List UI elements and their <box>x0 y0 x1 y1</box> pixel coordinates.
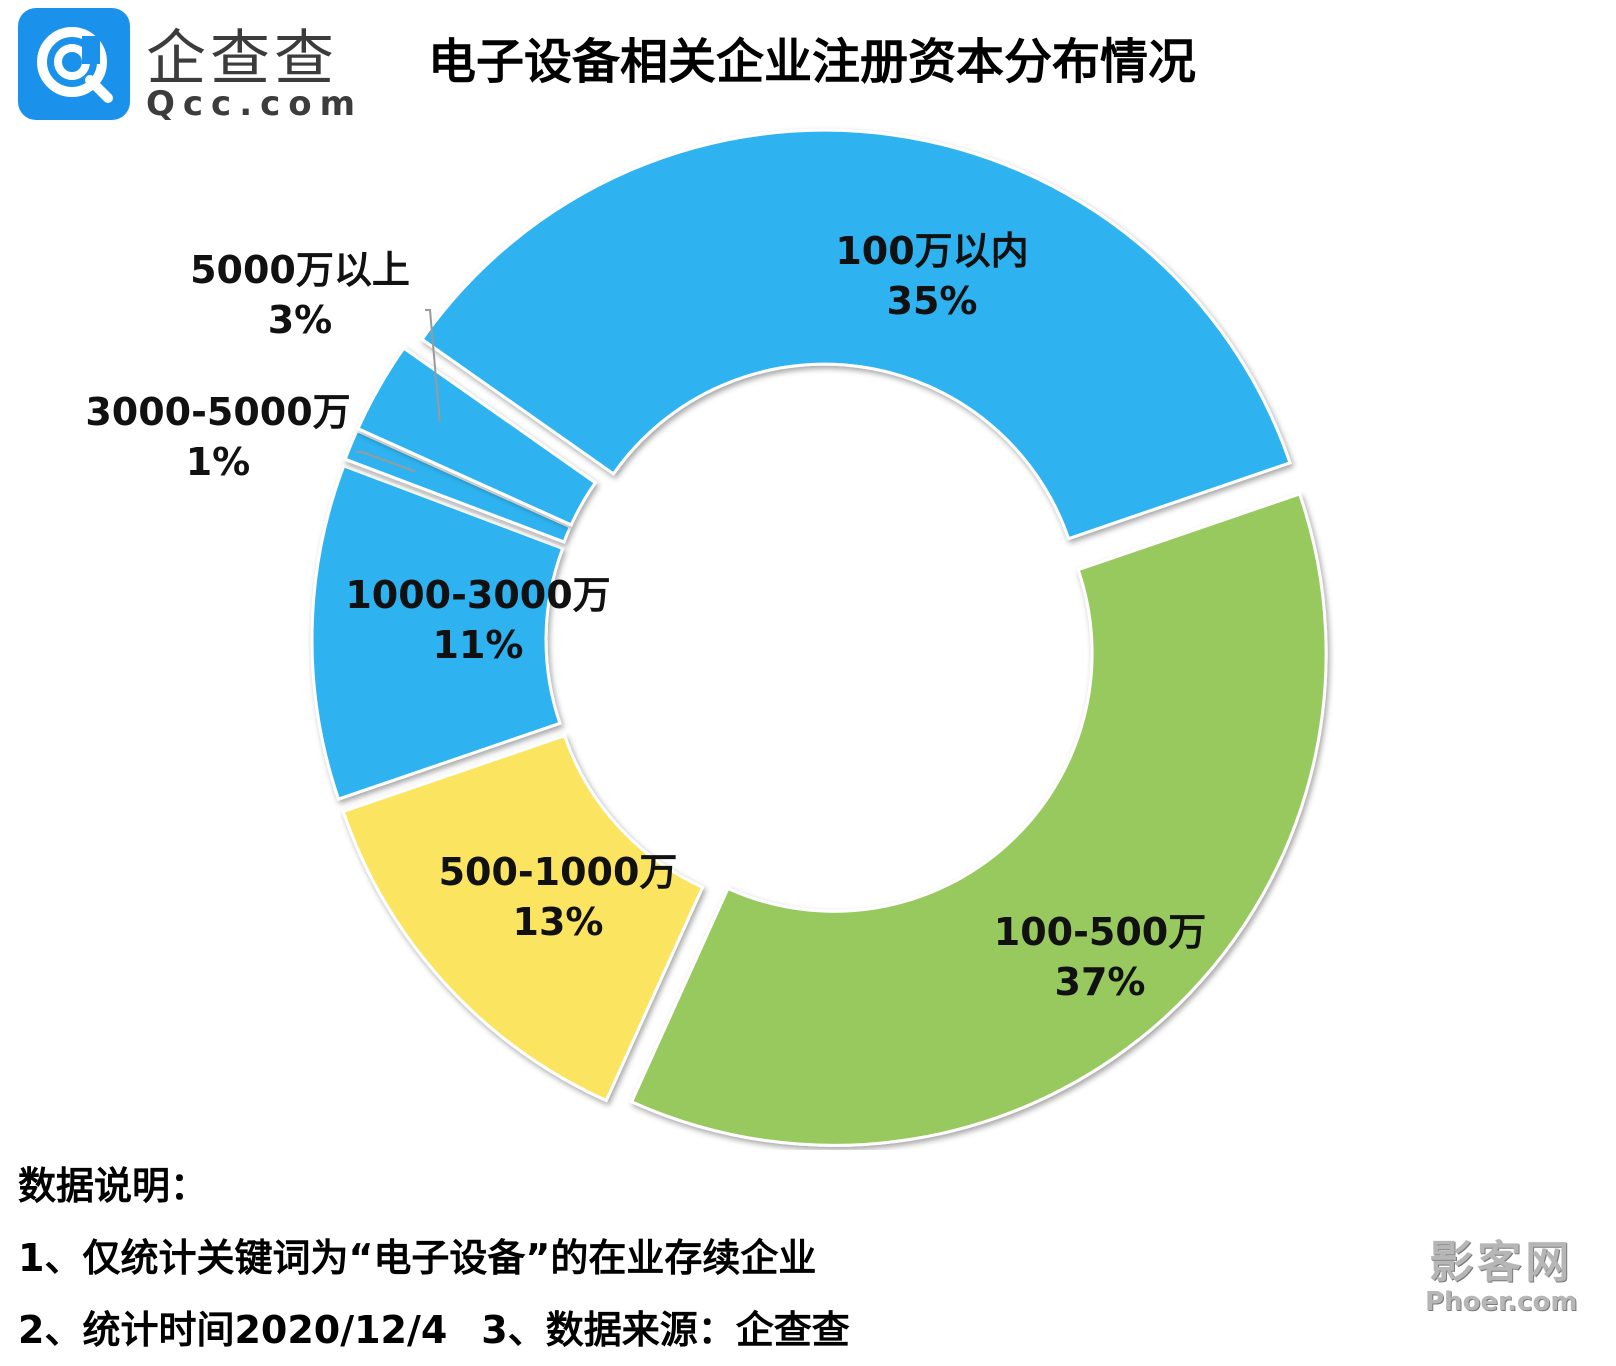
donut-slice-1 <box>629 492 1328 1147</box>
donut-slice-0 <box>419 128 1292 541</box>
notes-line-1: 1、仅统计关键词为“电子设备”的在业存续企业 <box>18 1236 817 1280</box>
donut-slice-3 <box>310 463 565 801</box>
slice-value-2: 13% <box>513 900 604 944</box>
slice-label-5: 5000万以上 <box>190 248 410 292</box>
leader-line-4 <box>356 451 416 473</box>
slice-value-5: 3% <box>268 298 333 342</box>
watermark-cn: 影客网 <box>1429 1237 1574 1288</box>
slice-label-0: 100万以内 <box>835 229 1028 273</box>
notes-source: 3、数据来源：企查查 <box>481 1308 850 1352</box>
notes-heading: 数据说明： <box>18 1164 209 1208</box>
donut-slice-4 <box>343 428 573 544</box>
slice-value-0: 35% <box>887 279 978 323</box>
leader-line-5 <box>425 309 441 423</box>
chart-title: 电子设备相关企业注册资本分布情况 <box>428 34 1197 90</box>
donut-chart: 100万以内 35% 100-500万 37% 500-1000万 13% 1000-300… <box>85 128 1328 1147</box>
donut-slice-5 <box>355 346 598 527</box>
notes-stat-date: 2、统计时间2020/12/4 <box>18 1308 448 1352</box>
slice-value-4: 1% <box>186 440 251 484</box>
watermark: 影客网 Phoer.com <box>1425 1237 1578 1317</box>
notes-line-2: 2、统计时间2020/12/4 3、数据来源：企查查 <box>18 1294 850 1366</box>
data-notes: 数据说明： 1、仅统计关键词为“电子设备”的在业存续企业 2、统计时间2020/… <box>18 1150 850 1366</box>
slice-label-1: 100-500万 <box>994 910 1206 954</box>
qcc-logo-icon <box>18 8 130 120</box>
donut-slice-2 <box>341 733 705 1103</box>
watermark-domain: Phoer.com <box>1425 1287 1578 1317</box>
slice-label-3: 1000-3000万 <box>345 573 610 617</box>
brand-name: 企查查 <box>146 24 338 94</box>
slice-value-3: 11% <box>433 623 524 667</box>
slice-label-4: 3000-5000万 <box>85 390 350 434</box>
brand-domain: Qcc.com <box>146 84 364 124</box>
slice-value-1: 37% <box>1055 960 1146 1004</box>
slice-label-2: 500-1000万 <box>439 850 678 894</box>
